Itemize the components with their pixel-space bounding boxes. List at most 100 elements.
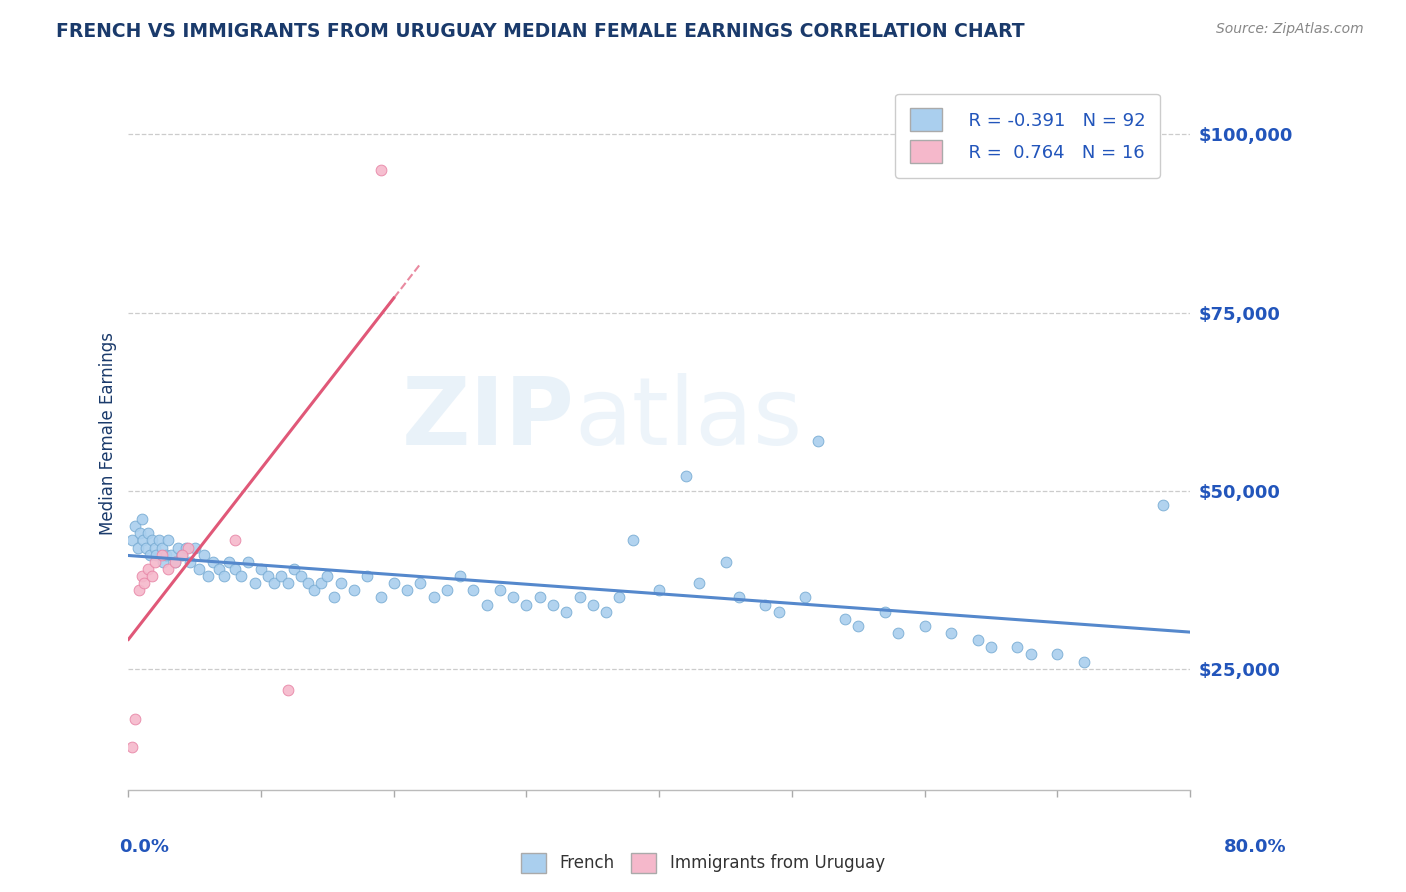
Point — [436, 583, 458, 598]
Point — [727, 591, 749, 605]
Text: 80.0%: 80.0% — [1223, 838, 1286, 856]
Text: FRENCH VS IMMIGRANTS FROM URUGUAY MEDIAN FEMALE EARNINGS CORRELATION CHART: FRENCH VS IMMIGRANTS FROM URUGUAY MEDIAN… — [56, 22, 1025, 41]
Point — [541, 598, 564, 612]
Point — [212, 569, 235, 583]
Point — [382, 576, 405, 591]
Point — [422, 591, 444, 605]
Point — [177, 541, 200, 555]
Point — [396, 583, 419, 598]
Point — [132, 533, 155, 548]
Point — [131, 569, 153, 583]
Point — [163, 555, 186, 569]
Point — [143, 555, 166, 569]
Point — [914, 619, 936, 633]
Point — [277, 576, 299, 591]
Point — [193, 548, 215, 562]
Legend: French, Immigrants from Uruguay: French, Immigrants from Uruguay — [515, 847, 891, 880]
Point — [138, 526, 160, 541]
Point — [148, 533, 170, 548]
Point — [463, 583, 485, 598]
Point — [555, 605, 578, 619]
Point — [150, 541, 173, 555]
Text: ZIP: ZIP — [401, 374, 574, 466]
Point — [250, 562, 273, 576]
Point — [127, 541, 149, 555]
Point — [595, 605, 617, 619]
Point — [145, 548, 167, 562]
Point — [302, 583, 325, 598]
Point — [846, 619, 869, 633]
Point — [138, 548, 160, 562]
Point — [202, 555, 225, 569]
Point — [568, 591, 591, 605]
Point — [170, 548, 193, 562]
Point — [529, 591, 551, 605]
Point — [754, 598, 776, 612]
Point — [834, 612, 856, 626]
Point — [141, 533, 163, 548]
Point — [887, 626, 910, 640]
Point — [688, 576, 710, 591]
Point — [179, 555, 201, 569]
Point — [160, 548, 183, 562]
Point — [409, 576, 432, 591]
Point — [1046, 648, 1069, 662]
Point — [187, 562, 209, 576]
Point — [515, 598, 537, 612]
Point — [224, 562, 246, 576]
Y-axis label: Median Female Earnings: Median Female Earnings — [100, 332, 117, 535]
Point — [197, 569, 219, 583]
Point — [263, 576, 285, 591]
Point — [356, 569, 378, 583]
Point — [218, 555, 240, 569]
Point — [675, 469, 697, 483]
Point — [138, 562, 160, 576]
Point — [1073, 655, 1095, 669]
Point — [184, 541, 207, 555]
Point — [131, 512, 153, 526]
Point — [1019, 648, 1042, 662]
Point — [475, 598, 498, 612]
Point — [124, 712, 146, 726]
Point — [297, 576, 319, 591]
Point — [343, 583, 366, 598]
Point — [609, 591, 631, 605]
Point — [966, 633, 988, 648]
Point — [794, 591, 817, 605]
Point — [152, 555, 174, 569]
Point — [134, 576, 156, 591]
Point — [309, 576, 332, 591]
Point — [270, 569, 292, 583]
Point — [150, 548, 173, 562]
Point — [208, 562, 231, 576]
Point — [163, 555, 186, 569]
Point — [157, 533, 180, 548]
Point — [283, 562, 305, 576]
Text: Source: ZipAtlas.com: Source: ZipAtlas.com — [1216, 22, 1364, 37]
Point — [157, 562, 180, 576]
Point — [370, 591, 392, 605]
Point — [582, 598, 605, 612]
Point — [648, 583, 671, 598]
Point — [489, 583, 512, 598]
Point — [290, 569, 312, 583]
Point — [714, 555, 737, 569]
Point — [1152, 498, 1174, 512]
Point — [128, 583, 150, 598]
Point — [873, 605, 896, 619]
Point — [449, 569, 471, 583]
Point — [155, 548, 177, 562]
Point — [256, 569, 278, 583]
Point — [370, 163, 392, 178]
Point — [323, 591, 346, 605]
Point — [329, 576, 352, 591]
Point — [124, 519, 146, 533]
Point — [174, 541, 197, 555]
Point — [277, 683, 299, 698]
Point — [121, 533, 143, 548]
Point — [135, 541, 157, 555]
Point — [231, 569, 253, 583]
Point — [243, 576, 266, 591]
Point — [143, 541, 166, 555]
Point — [141, 569, 163, 583]
